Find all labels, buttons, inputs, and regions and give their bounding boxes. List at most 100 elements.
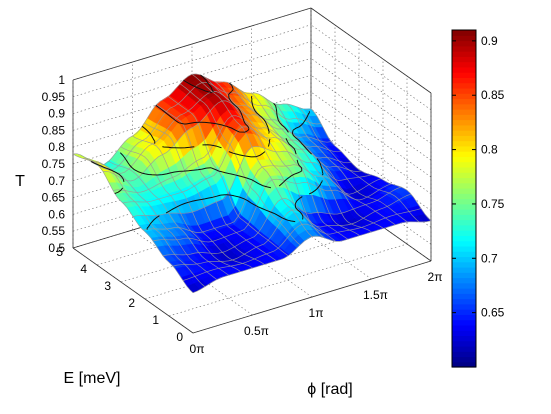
colorbar-band xyxy=(452,309,476,315)
x-tick-label: 2π xyxy=(428,270,443,284)
colorbar-band xyxy=(452,219,476,226)
mesh-line-energy xyxy=(142,164,382,233)
z-tick-label: 0.6 xyxy=(48,207,65,221)
colorbar-band xyxy=(452,361,476,368)
colorbar-band xyxy=(452,151,476,157)
colorbar-band xyxy=(452,130,476,136)
colorbar-band xyxy=(452,230,476,236)
colorbar-band xyxy=(452,82,476,89)
y-tick-label: 5 xyxy=(56,245,63,259)
z-tick-label: 0.9 xyxy=(48,107,65,121)
colorbar-band xyxy=(452,161,476,168)
colorbar-band xyxy=(452,335,476,342)
colorbar-band xyxy=(452,66,476,73)
x-tick-label: 1π xyxy=(309,306,324,320)
colorbar-band xyxy=(452,87,476,94)
colorbar-band xyxy=(452,345,476,352)
colorbar-tick-label: 0.9 xyxy=(481,34,498,48)
colorbar-band xyxy=(452,182,476,189)
y-axis-label: E [meV] xyxy=(64,370,121,387)
z-axis-label: T xyxy=(15,173,25,190)
contour-line xyxy=(155,82,250,133)
contour-line xyxy=(183,74,214,94)
colorbar-frame xyxy=(451,29,477,368)
colorbar-tick-label: 0.75 xyxy=(481,197,505,211)
side-wall-gridline xyxy=(310,58,432,144)
mesh-line-energy xyxy=(182,208,422,281)
z-tick-label: 0.85 xyxy=(42,123,66,137)
colorbar-band xyxy=(452,351,476,358)
floor-gridline xyxy=(191,211,313,298)
colorbar-band xyxy=(452,282,476,289)
mesh-line-energy xyxy=(122,126,362,204)
side-wall-gridline xyxy=(310,24,432,111)
y-tick-label: 4 xyxy=(80,262,87,276)
colorbar-band xyxy=(452,298,476,305)
side-wall-gridline xyxy=(310,108,432,195)
colorbar-band xyxy=(452,145,476,152)
colorbar-band xyxy=(452,235,476,242)
colorbar-band xyxy=(452,166,476,173)
colorbar-band xyxy=(452,140,476,147)
colorbar-band xyxy=(452,272,476,279)
z-tick-label: 1 xyxy=(58,73,65,87)
mesh-line-energy xyxy=(92,91,332,174)
colorbar-band xyxy=(452,156,476,163)
mesh-line-energy xyxy=(192,220,432,294)
colorbar-band xyxy=(452,277,476,284)
y-tick-label: 1 xyxy=(152,313,159,327)
colorbar-band xyxy=(452,314,476,321)
contour-line xyxy=(90,102,303,195)
floor-gridline xyxy=(132,229,253,316)
colorbar-band xyxy=(452,35,476,42)
colorbar-tick-label: 0.65 xyxy=(481,306,505,320)
colorbar-band xyxy=(452,198,476,205)
contour-line xyxy=(146,111,324,230)
colorbar-band xyxy=(452,293,476,300)
colorbar-band xyxy=(452,98,476,105)
colorbar: 0.65 0.7 0.75 0.8 0.85 0.9 xyxy=(451,29,505,368)
colorbar-band xyxy=(452,256,476,263)
floor-gridline xyxy=(168,243,408,317)
mesh-line-energy xyxy=(162,186,402,257)
back-wall-gridline xyxy=(72,24,312,98)
z-tick-label: 0.65 xyxy=(42,191,66,205)
mesh-line-energy xyxy=(152,178,392,243)
colorbar-tick-label: 0.8 xyxy=(481,143,498,157)
colorbar-band xyxy=(452,103,476,110)
x-axis-label: ϕ [rad] xyxy=(307,381,352,398)
colorbar-band xyxy=(452,319,476,326)
z-tick-label: 0.7 xyxy=(48,174,65,188)
colorbar-band xyxy=(452,93,476,100)
contour-lines xyxy=(90,74,324,230)
colorbar-band xyxy=(452,261,476,268)
colorbar-band xyxy=(452,56,476,63)
colorbar-band xyxy=(452,77,476,84)
colorbar-band xyxy=(452,40,476,47)
side-wall-gridline xyxy=(310,91,432,178)
z-tick-label: 0.95 xyxy=(42,90,66,104)
colorbar-band xyxy=(452,45,476,52)
colorbar-band xyxy=(452,203,476,210)
colorbar-band xyxy=(452,72,476,78)
mesh-line-energy xyxy=(132,146,372,217)
axes-frame-edge xyxy=(72,7,312,81)
axis-ticks: 0.5 0.55 0.6 0.65 0.7 0.75 0.8 0.85 0.9 0.95 1 0 1 2 3… xyxy=(42,73,443,356)
colorbar-tick-label: 0.85 xyxy=(481,88,505,102)
colorbar-band xyxy=(452,172,476,179)
z-tick-label: 0.8 xyxy=(48,140,65,154)
colorbar-band xyxy=(452,266,476,273)
z-tick-label: 0.75 xyxy=(42,157,66,171)
colorbar-band xyxy=(452,108,476,115)
colorbar-band xyxy=(452,51,476,57)
colorbar-band xyxy=(452,340,476,347)
colorbar-band xyxy=(452,240,476,247)
colorbar-band xyxy=(452,187,476,194)
colorbar-band xyxy=(452,251,476,258)
mesh-line-energy xyxy=(72,73,312,166)
colorbar-band xyxy=(452,209,476,215)
axes-frame-edge xyxy=(310,7,432,94)
contour-line xyxy=(141,95,271,158)
side-wall-gridline xyxy=(310,41,432,127)
